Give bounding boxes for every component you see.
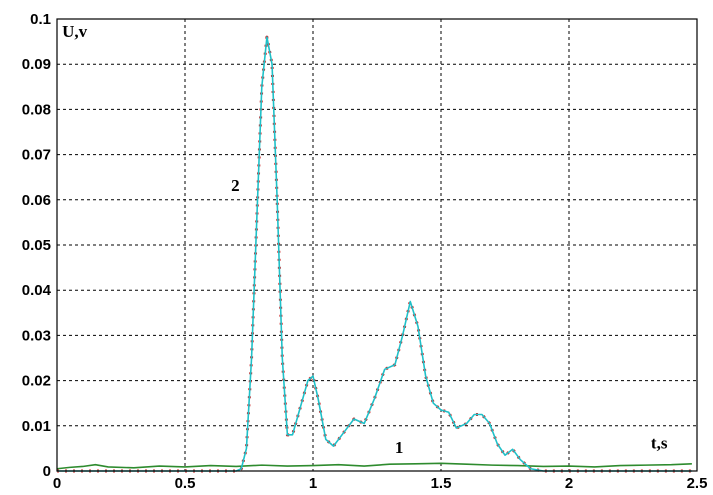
y-tick-labels: 0 0.01 0.02 0.03 0.04 0.05 0.06 0.07 0.08 0.09 0.1 bbox=[22, 11, 52, 480]
y-tick-label: 0.08 bbox=[22, 101, 51, 118]
series-group bbox=[56, 35, 692, 473]
y-tick-label: 0.02 bbox=[22, 373, 51, 390]
y-tick-label: 0.04 bbox=[22, 282, 52, 299]
y-tick-label: 0.01 bbox=[22, 418, 51, 435]
y-tick-label: 0.07 bbox=[22, 147, 51, 164]
x-tick-label: 0.5 bbox=[175, 475, 196, 492]
annotation-label: 2 bbox=[231, 176, 240, 195]
x-tick-label: 2 bbox=[565, 475, 573, 492]
annotations: 2 1 t,s U,v bbox=[62, 22, 668, 457]
x-tick-label: 0 bbox=[53, 475, 61, 492]
y-tick-label: 0.06 bbox=[22, 192, 51, 209]
series-2-line bbox=[57, 36, 692, 472]
x-tick-label: 1.5 bbox=[431, 475, 452, 492]
x-tick-label: 1 bbox=[309, 475, 317, 492]
plot-frame bbox=[56, 18, 698, 472]
x-tick-labels: 0 0.5 1 1.5 2 2.5 bbox=[53, 475, 708, 492]
grid-lines bbox=[57, 19, 697, 471]
y-tick-label: 0 bbox=[43, 463, 51, 480]
y-tick-label: 0.1 bbox=[30, 11, 51, 28]
y-tick-label: 0.09 bbox=[22, 56, 51, 73]
y-tick-label: 0.03 bbox=[22, 327, 51, 344]
annotation-label: t,s bbox=[651, 433, 668, 452]
series-1-line bbox=[56, 462, 692, 470]
annotation-label: U,v bbox=[62, 22, 88, 41]
annotation-label: 1 bbox=[395, 438, 404, 457]
y-tick-label: 0.05 bbox=[22, 237, 51, 254]
x-tick-label: 2.5 bbox=[687, 475, 708, 492]
